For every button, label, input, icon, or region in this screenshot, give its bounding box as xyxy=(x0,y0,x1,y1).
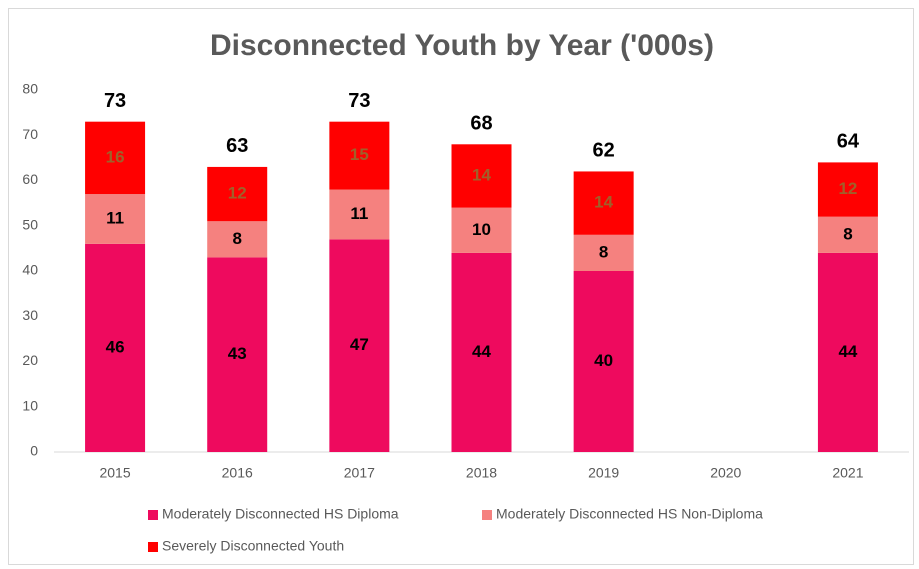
chart-title: Disconnected Youth by Year ('000s) xyxy=(210,29,714,62)
y-tick-label: 0 xyxy=(30,443,38,459)
data-label: 12 xyxy=(228,184,247,203)
data-label: 15 xyxy=(350,145,369,164)
y-tick-label: 70 xyxy=(22,126,38,142)
total-label: 73 xyxy=(104,90,126,112)
bar-segment xyxy=(85,121,146,195)
y-tick-label: 40 xyxy=(22,262,38,278)
y-tick-label: 10 xyxy=(22,397,38,413)
data-label: 12 xyxy=(838,179,857,198)
bar-segment xyxy=(85,194,146,244)
data-label: 47 xyxy=(350,335,369,354)
x-tick-label: 2020 xyxy=(710,465,741,481)
bar-segment xyxy=(329,239,390,452)
data-label: 44 xyxy=(838,342,857,361)
bar-segment xyxy=(329,121,390,190)
total-label: 62 xyxy=(593,140,615,162)
x-tick-label: 2016 xyxy=(222,465,253,481)
bar-segment xyxy=(573,171,634,235)
bar-segment xyxy=(573,271,634,452)
bar-segment xyxy=(329,189,390,240)
data-label: 10 xyxy=(472,220,491,239)
data-label: 8 xyxy=(843,224,852,243)
total-label: 63 xyxy=(226,135,248,157)
y-tick-label: 80 xyxy=(22,81,38,97)
data-label: 40 xyxy=(594,351,613,370)
x-tick-label: 2018 xyxy=(466,465,497,481)
y-tick-label: 50 xyxy=(22,216,38,232)
bar-segment xyxy=(451,207,512,253)
data-label: 11 xyxy=(106,208,124,227)
bar-segment xyxy=(817,216,878,253)
legend-label: Moderately Disconnected HS Non-Diploma xyxy=(496,506,763,522)
bar-segment xyxy=(207,166,268,222)
bar-segment xyxy=(817,252,878,452)
data-label: 11 xyxy=(350,204,368,223)
total-label: 64 xyxy=(837,131,860,153)
legend-swatch xyxy=(148,542,158,552)
y-tick-label: 60 xyxy=(22,171,38,187)
data-label: 16 xyxy=(106,147,125,166)
legend-swatch xyxy=(148,510,158,520)
bar-segment xyxy=(451,144,512,208)
data-label: 46 xyxy=(106,337,125,356)
data-label: 8 xyxy=(232,229,241,248)
y-tick-label: 30 xyxy=(22,307,38,323)
x-tick-label: 2021 xyxy=(832,465,863,481)
data-label: 43 xyxy=(228,344,247,363)
bar-segment xyxy=(207,221,268,258)
legend-label: Severely Disconnected Youth xyxy=(162,538,344,554)
x-tick-label: 2017 xyxy=(344,465,375,481)
data-label: 14 xyxy=(594,193,613,212)
total-label: 68 xyxy=(470,113,492,135)
x-tick-label: 2015 xyxy=(99,465,130,481)
data-label: 8 xyxy=(599,242,608,261)
total-label: 73 xyxy=(348,90,370,112)
data-label: 14 xyxy=(472,165,491,184)
legend-label: Moderately Disconnected HS Diploma xyxy=(162,506,399,522)
bar-segment xyxy=(817,162,878,217)
bar-segment xyxy=(451,252,512,452)
bar-segment xyxy=(207,257,268,452)
y-tick-label: 20 xyxy=(22,352,38,368)
bar-segment xyxy=(85,243,146,452)
data-label: 44 xyxy=(472,342,491,361)
bar-segment xyxy=(573,234,634,271)
legend-swatch xyxy=(482,510,492,520)
x-tick-label: 2019 xyxy=(588,465,619,481)
